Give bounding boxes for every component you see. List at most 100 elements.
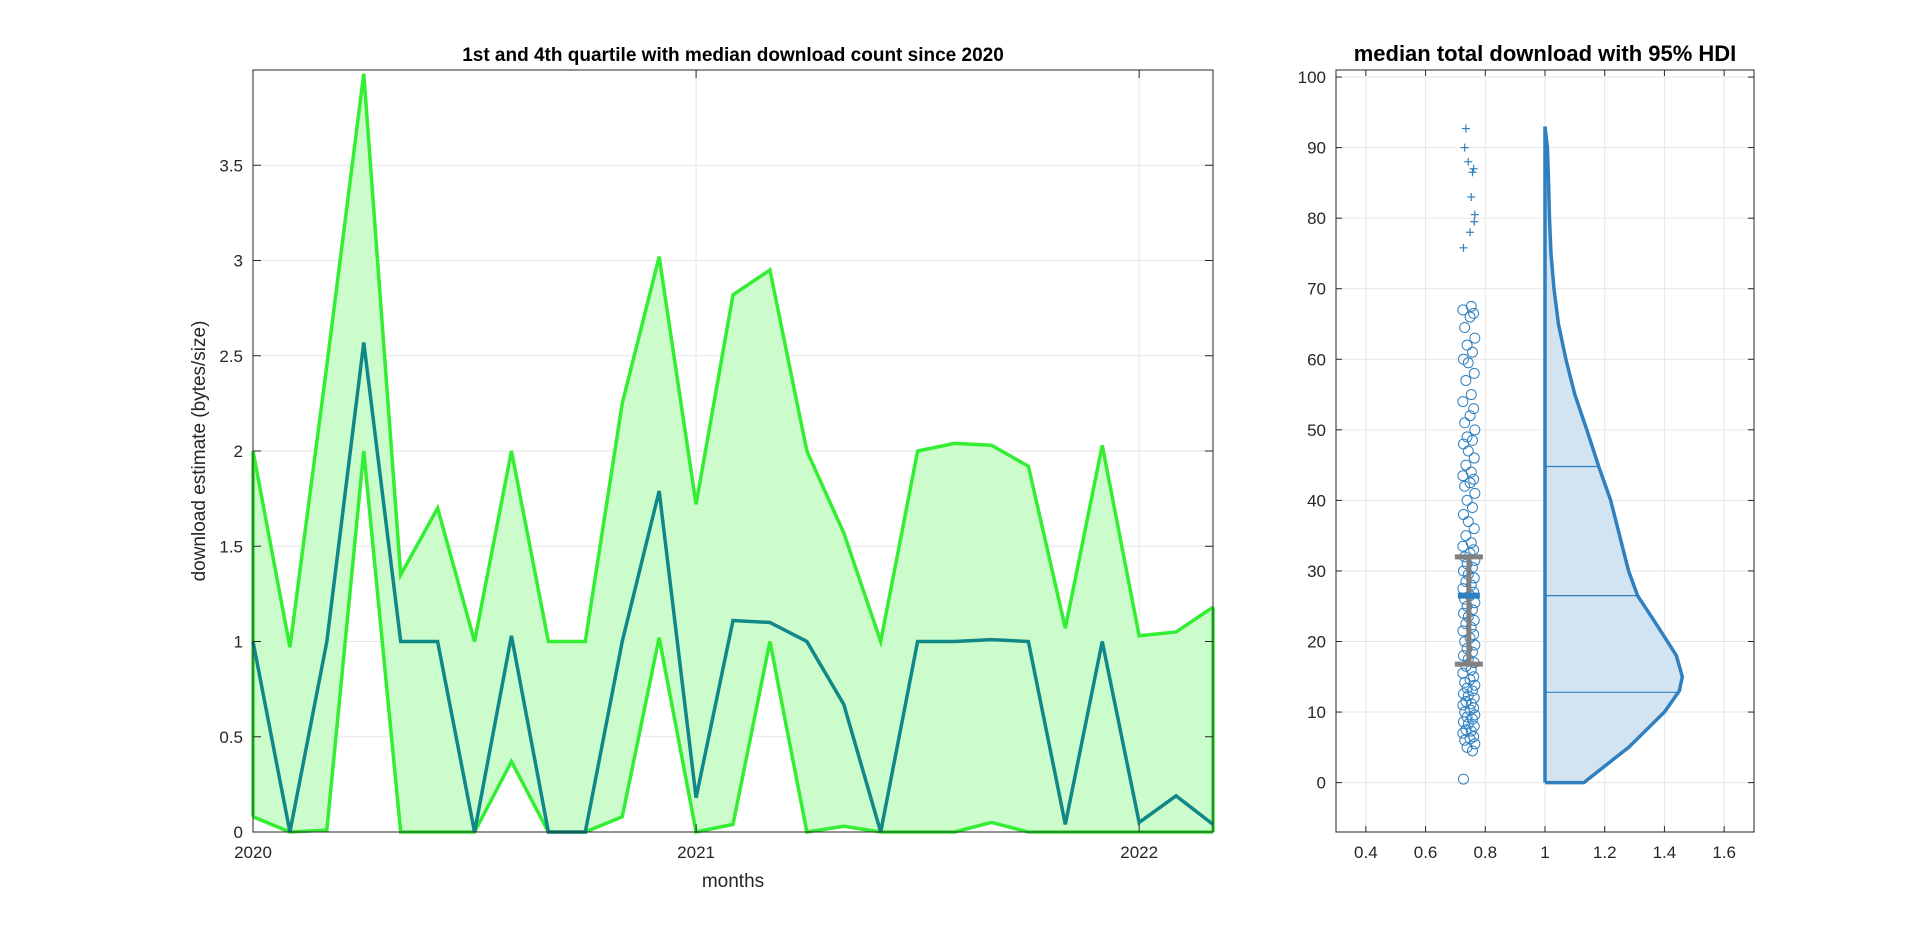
left-y-tick-label: 2 [234, 442, 243, 461]
left-y-tick-label: 3.5 [219, 156, 243, 175]
left-x-tick-label: 2021 [677, 843, 715, 862]
left-chart-x-ticks: 2020 2021 2022 [234, 70, 1158, 862]
right-x-tick-label: 0.4 [1354, 843, 1378, 862]
data-point [1461, 494, 1473, 506]
data-point [1457, 509, 1469, 520]
interquartile-area [253, 73, 1213, 832]
outlier-marker [1466, 228, 1475, 237]
data-point [1457, 699, 1469, 711]
left-y-tick-label: 2.5 [219, 347, 243, 366]
left-chart-y-axis-label: download estimate (bytes/size) [189, 321, 210, 582]
data-point [1465, 698, 1477, 710]
data-point [1468, 523, 1480, 535]
outlier-marker [1470, 217, 1479, 226]
data-point [1468, 307, 1480, 319]
data-point [1468, 692, 1480, 704]
left-y-tick-label: 0.5 [219, 728, 243, 747]
data-point [1464, 477, 1476, 489]
raincloud-chart: 0 10 20 30 40 50 60 70 80 90 100 0.4 0.6 0.8 1 1.2 1.4 1… [1298, 41, 1755, 862]
data-point [1459, 706, 1471, 718]
data-point [1457, 773, 1469, 785]
data-point [1469, 332, 1481, 344]
left-y-tick-label: 0 [234, 823, 243, 842]
right-y-tick-label: 50 [1307, 421, 1326, 440]
outlier-marker [1461, 124, 1470, 133]
right-chart-x-ticks: 0.4 0.6 0.8 1 1.2 1.4 1.6 [1354, 70, 1736, 862]
data-point [1464, 410, 1476, 422]
data-point [1460, 374, 1472, 386]
data-point [1468, 367, 1480, 379]
left-x-tick-label: 2022 [1120, 843, 1158, 862]
left-chart-y-ticks: 0 0.5 1 1.5 2 2.5 3 3.5 [219, 156, 1213, 842]
data-point [1468, 403, 1480, 415]
outlier-marker [1464, 157, 1473, 166]
outlier-marker [1470, 210, 1479, 219]
right-y-tick-label: 30 [1307, 562, 1326, 581]
outlier-marker [1460, 143, 1469, 152]
outlier-marker [1459, 243, 1468, 252]
right-x-tick-label: 1 [1540, 843, 1549, 862]
left-chart-x-axis-label: months [702, 871, 764, 892]
outlier-marker [1467, 193, 1476, 201]
data-point [1468, 720, 1480, 732]
right-x-tick-label: 0.6 [1414, 843, 1438, 862]
data-point [1457, 727, 1469, 739]
right-chart-y-ticks: 0 10 20 30 40 50 60 70 80 90 100 [1298, 68, 1754, 793]
left-y-tick-label: 1 [234, 633, 243, 652]
data-point [1465, 537, 1477, 549]
left-x-tick-label: 2020 [234, 843, 272, 862]
data-point [1465, 300, 1477, 312]
right-y-tick-label: 90 [1307, 139, 1326, 158]
data-point [1466, 346, 1478, 358]
data-point [1466, 434, 1478, 446]
right-x-tick-label: 0.8 [1473, 843, 1497, 862]
left-chart-title: 1st and 4th quartile with median downloa… [462, 45, 1004, 66]
data-point [1466, 501, 1478, 513]
data-point [1457, 396, 1469, 408]
data-point [1460, 459, 1472, 471]
data-point [1465, 466, 1477, 478]
data-point [1459, 417, 1471, 429]
data-point [1459, 480, 1471, 492]
right-y-tick-label: 70 [1307, 280, 1326, 299]
left-y-tick-label: 1.5 [219, 537, 243, 556]
data-point [1469, 424, 1481, 436]
upper-quartile-line [251, 73, 1214, 649]
right-y-tick-label: 0 [1317, 774, 1326, 793]
right-x-tick-label: 1.4 [1653, 843, 1677, 862]
data-point [1469, 487, 1481, 499]
data-point [1459, 322, 1471, 334]
data-point [1468, 473, 1480, 485]
outlier-marker [1468, 168, 1477, 177]
data-point [1465, 389, 1477, 401]
right-y-tick-label: 100 [1298, 68, 1326, 87]
data-point [1468, 731, 1480, 743]
data-point [1461, 339, 1473, 351]
right-x-tick-label: 1.6 [1712, 843, 1736, 862]
hdi-interval [1454, 554, 1483, 667]
right-y-tick-label: 20 [1307, 633, 1326, 652]
data-point [1461, 431, 1473, 443]
median-line [251, 342, 1215, 834]
density-fill [1545, 126, 1683, 783]
data-point [1466, 745, 1478, 757]
interquartile-fill [253, 73, 1213, 832]
quartile-area-chart: 0 0.5 1 1.5 2 2.5 3 3.5 2020 2021 2022 1st and 4t… [189, 45, 1215, 892]
right-y-tick-label: 60 [1307, 350, 1326, 369]
right-y-tick-label: 40 [1307, 491, 1326, 510]
left-y-tick-label: 3 [234, 252, 243, 271]
density-half-violin [1543, 126, 1685, 785]
right-y-tick-label: 80 [1307, 209, 1326, 228]
right-y-tick-label: 10 [1307, 703, 1326, 722]
data-point [1464, 311, 1476, 323]
data-point [1460, 530, 1472, 542]
outlier-marker [1469, 164, 1478, 173]
right-x-tick-label: 1.2 [1593, 843, 1617, 862]
data-point [1461, 711, 1473, 723]
data-point [1457, 353, 1469, 365]
density-curve [1543, 126, 1685, 785]
data-point [1468, 671, 1480, 683]
data-point [1468, 452, 1480, 464]
right-chart-title: median total download with 95% HDI [1354, 41, 1737, 66]
